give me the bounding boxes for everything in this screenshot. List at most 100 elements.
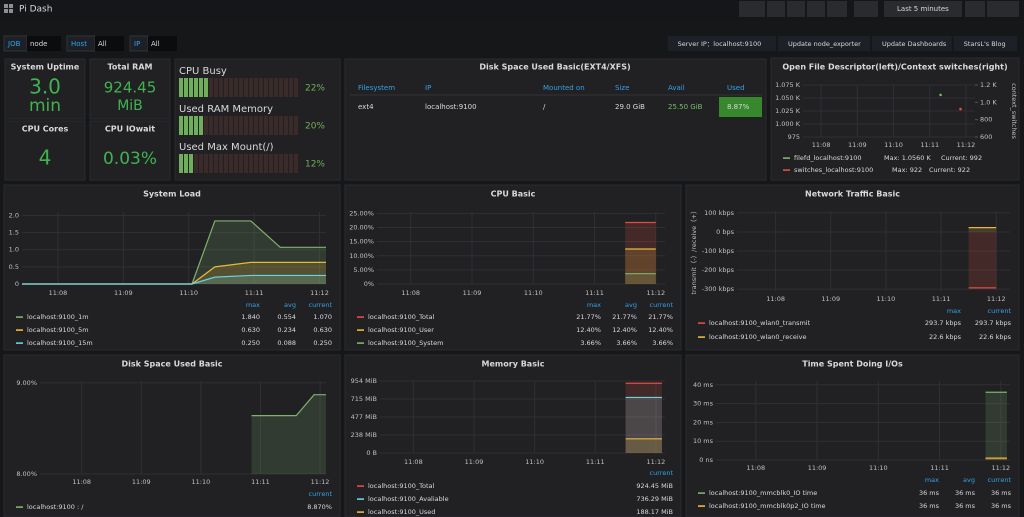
legend-name[interactable]: localhost:9100_1m [27, 313, 89, 321]
panel-title[interactable]: Network Traffic Basic [805, 190, 900, 199]
legend-header[interactable]: current [988, 307, 1012, 315]
legend-header[interactable]: current [650, 469, 674, 477]
series-area [625, 383, 662, 453]
y-tick-label: 1.050 K [775, 94, 801, 102]
legend-header[interactable]: current [650, 301, 674, 309]
gauge-cell-lit [194, 116, 198, 135]
link-text[interactable]: StarsL's Blog [964, 40, 1006, 48]
table-header[interactable]: Avail [668, 84, 685, 92]
y-tick-label: 1.025 K [775, 107, 801, 115]
legend-name[interactable]: localhost:9100_5m [27, 326, 89, 334]
y2-axis-label: context_switches [1010, 83, 1018, 139]
legend-header[interactable]: max [947, 307, 961, 315]
panel-title[interactable]: System Load [143, 190, 201, 199]
table-header[interactable]: Filesystem [358, 84, 395, 92]
legend-name[interactable]: localhost:9100_15m [27, 339, 93, 347]
link-button[interactable] [872, 36, 952, 51]
star-button[interactable] [767, 1, 785, 17]
legend-header[interactable]: avg [284, 301, 296, 309]
panel-title[interactable]: Memory Basic [482, 360, 545, 369]
legend-name[interactable]: switches_localhost:9100 [794, 166, 873, 174]
share-button[interactable] [787, 1, 805, 17]
legend-swatch [357, 316, 364, 318]
legend-name[interactable]: localhost:9100_wlan0_receive [709, 333, 807, 341]
variable-select[interactable] [27, 36, 61, 51]
stat-title: CPU IOwait [105, 125, 155, 134]
refresh-button[interactable] [987, 1, 1019, 17]
legend-name[interactable]: localhost:9100_wlan0_transmit [709, 319, 811, 327]
panel [3, 184, 341, 351]
gauge-cell [224, 154, 228, 173]
time-picker[interactable] [884, 1, 962, 17]
table-header[interactable]: IP [425, 84, 431, 92]
time-range[interactable]: Last 5 minutes [897, 5, 949, 13]
stat-unit: min [29, 96, 61, 116]
legend-name[interactable]: localhost:9100 : / [27, 503, 84, 511]
legend-value: 924.45 MiB [636, 482, 673, 490]
legend-header[interactable]: max [925, 476, 939, 484]
zoom-button[interactable] [965, 1, 985, 17]
gauge-cell [259, 116, 263, 135]
legend-name[interactable]: localhost:9100_mmcblk0_IO time [709, 489, 817, 497]
legend-value: 3.66% [580, 339, 601, 347]
settings-button[interactable] [827, 1, 847, 17]
link-button[interactable] [953, 36, 1017, 51]
legend-name[interactable]: localhost:9100_System [368, 339, 443, 347]
legend-value: 1.070 [313, 313, 332, 321]
y-tick-label: 100 kbps [704, 209, 734, 217]
series-area [625, 248, 656, 284]
table-header[interactable]: Mounted on [543, 84, 585, 92]
legend-name[interactable]: localhost:9100_mmcblk0p2_IO time [709, 502, 826, 510]
save-button[interactable] [807, 1, 825, 17]
legend-header[interactable]: avg [625, 301, 637, 309]
legend-value: 0.234 [277, 326, 296, 334]
panel [344, 58, 767, 181]
link-button[interactable] [667, 36, 776, 51]
legend-name[interactable]: localhost:9100_Avaliable [368, 495, 449, 503]
panel-title[interactable]: Disk Space Used Basic [121, 360, 222, 369]
variable-select[interactable] [148, 36, 177, 51]
link-text[interactable]: Update node_exporter [788, 40, 861, 48]
gauge-cell-lit [179, 154, 183, 173]
gauge-cell [294, 116, 298, 135]
gauge-cell [209, 116, 213, 135]
dashboard-title[interactable]: Pi Dash [19, 5, 52, 15]
legend-swatch [698, 492, 705, 494]
legend-value: 12.40% [612, 326, 637, 334]
gauge-cell [194, 154, 198, 173]
variable-value[interactable]: All [98, 40, 107, 48]
legend-header[interactable]: max [246, 301, 260, 309]
legend-header[interactable]: current [309, 301, 333, 309]
legend-name[interactable]: filefd_localhost:9100 [794, 154, 861, 162]
variable-label: JOB [7, 40, 21, 48]
legend-name[interactable]: localhost:9100_Total [368, 482, 435, 490]
legend-swatch [783, 169, 790, 171]
link-text[interactable]: Update Dashboards [882, 40, 947, 48]
y-tick-label: 10 ms [693, 437, 714, 445]
legend-name[interactable]: localhost:9100_User [368, 326, 434, 334]
variable-value[interactable]: All [151, 40, 160, 48]
add-panel-button[interactable] [739, 1, 765, 17]
y-tick-label: 10.00% [349, 252, 374, 260]
legend-name[interactable]: localhost:9100_Total [368, 313, 435, 321]
variable-value[interactable]: node [30, 40, 47, 48]
panel-title[interactable]: Open File Descriptor(left)/Context switc… [782, 63, 1007, 72]
legend-header[interactable]: current [988, 476, 1012, 484]
gauge-cell [229, 78, 233, 97]
x-tick-label: 11:08 [49, 289, 68, 297]
variable-select[interactable] [95, 36, 124, 51]
panel-title[interactable]: Time Spent Doing I/Os [802, 360, 903, 369]
legend-header[interactable]: avg [963, 476, 975, 484]
legend-value: 21.77% [612, 313, 637, 321]
legend-name[interactable]: localhost:9100_Used [368, 508, 435, 516]
table-cell: ext4 [358, 103, 374, 111]
table-header[interactable]: Size [615, 84, 629, 92]
panel-title[interactable]: CPU Basic [491, 190, 536, 199]
link-text[interactable]: Server IP：localhost:9100 [678, 40, 762, 48]
legend-header[interactable]: max [587, 301, 601, 309]
tv-button[interactable] [854, 1, 878, 17]
link-button[interactable] [778, 36, 870, 51]
legend-header[interactable]: current [309, 490, 333, 498]
table-header[interactable]: Used [727, 84, 745, 92]
